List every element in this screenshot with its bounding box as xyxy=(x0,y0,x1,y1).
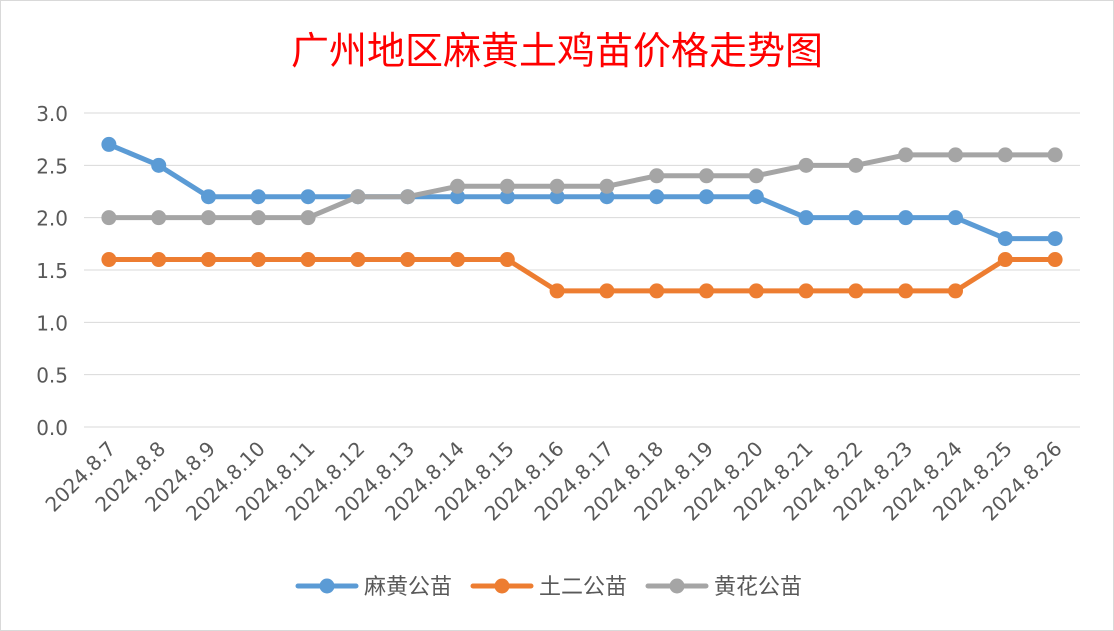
data-point xyxy=(101,252,117,268)
data-point xyxy=(599,189,615,205)
data-point xyxy=(400,252,416,268)
data-point xyxy=(948,147,963,163)
data-point xyxy=(101,210,117,226)
data-point xyxy=(649,168,665,184)
data-point xyxy=(549,178,565,194)
data-point xyxy=(599,283,615,299)
series-2 xyxy=(101,252,1063,299)
data-point xyxy=(997,231,1013,247)
data-point xyxy=(848,210,864,226)
y-tick-label: 1.0 xyxy=(36,311,68,335)
data-point xyxy=(798,283,814,299)
data-point xyxy=(748,189,764,205)
data-point xyxy=(649,283,665,299)
y-tick-label: 2.5 xyxy=(36,154,68,178)
legend: 麻黄公苗 土二公苗 黄花公苗 xyxy=(295,575,802,600)
data-point xyxy=(748,168,764,184)
data-point xyxy=(798,157,814,173)
series-lines xyxy=(101,136,1063,299)
series-line xyxy=(106,152,1058,221)
data-point xyxy=(549,189,565,205)
y-tick-label: 1.5 xyxy=(36,259,68,283)
y-tick-label: 0.0 xyxy=(36,416,68,440)
data-point xyxy=(450,252,465,268)
data-point xyxy=(350,252,366,268)
data-point xyxy=(201,189,216,205)
data-point xyxy=(499,189,515,205)
y-tick-label: 0.5 xyxy=(36,364,68,388)
data-point xyxy=(1047,252,1063,268)
data-point xyxy=(599,178,615,194)
legend-entry: 黄花公苗 xyxy=(645,575,802,600)
data-point xyxy=(898,283,914,299)
data-point xyxy=(450,189,465,205)
y-tick-label: 3.0 xyxy=(36,102,68,126)
data-point xyxy=(250,210,266,226)
data-point xyxy=(201,210,216,226)
y-axis-tick-labels: 0.0 0.5 1.0 1.5 2.0 2.5 3.0 xyxy=(36,102,68,440)
data-point xyxy=(898,210,914,226)
series-1 xyxy=(101,136,1063,247)
data-point xyxy=(300,189,316,205)
data-point xyxy=(699,168,714,184)
data-point xyxy=(898,147,914,163)
data-point xyxy=(699,283,714,299)
y-tick-label: 2.0 xyxy=(36,207,68,231)
data-point xyxy=(151,252,167,268)
legend-swatch-marker xyxy=(669,578,685,594)
data-point xyxy=(250,189,266,205)
data-point xyxy=(499,178,515,194)
data-point xyxy=(699,189,714,205)
data-point xyxy=(549,283,565,299)
data-point xyxy=(201,252,216,268)
legend-label: 土二公苗 xyxy=(539,575,627,600)
series-3 xyxy=(101,147,1063,226)
legend-entry: 土二公苗 xyxy=(470,575,627,600)
data-point xyxy=(848,157,864,173)
data-point xyxy=(948,283,963,299)
legend-label: 麻黄公苗 xyxy=(364,575,452,600)
data-point xyxy=(1047,147,1063,163)
series-line xyxy=(106,257,1058,294)
series-line xyxy=(106,141,1058,242)
data-point xyxy=(350,189,366,205)
data-point xyxy=(250,252,266,268)
legend-entry: 麻黄公苗 xyxy=(295,575,452,600)
data-point xyxy=(151,157,167,173)
data-point xyxy=(748,283,764,299)
data-point xyxy=(848,283,864,299)
data-point xyxy=(997,252,1013,268)
chart-title: 广州地区麻黄土鸡苗价格走势图 xyxy=(291,29,823,73)
legend-swatch-marker xyxy=(319,578,335,594)
data-point xyxy=(499,252,515,268)
legend-swatch-marker xyxy=(494,578,510,594)
data-point xyxy=(101,136,117,152)
data-point xyxy=(450,178,465,194)
data-point xyxy=(151,210,167,226)
data-point xyxy=(400,189,416,205)
data-point xyxy=(997,147,1013,163)
data-point xyxy=(798,210,814,226)
data-point xyxy=(1047,231,1063,247)
legend-label: 黄花公苗 xyxy=(714,575,802,600)
data-point xyxy=(649,189,665,205)
data-point xyxy=(948,210,963,226)
data-point xyxy=(300,252,316,268)
data-point xyxy=(300,210,316,226)
